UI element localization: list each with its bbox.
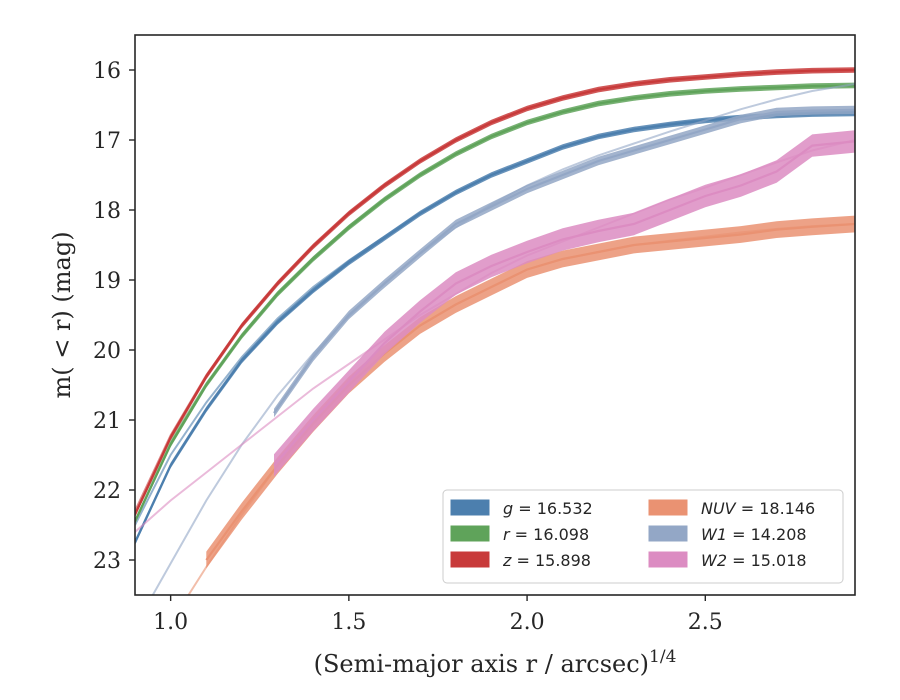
plot-frame [134, 34, 856, 596]
ticks-layer: 1.0 1.5 2.0 2.5 16 17 18 19 20 21 22 23 [93, 59, 723, 635]
series-5-band [274, 130, 855, 477]
y-axis-label: m( < r) (mag) [48, 231, 76, 398]
legend-swatch-5 [648, 551, 688, 568]
series-1-line [135, 84, 855, 522]
y-tick-label-1: 17 [93, 129, 121, 154]
y-tick-label-3: 19 [93, 269, 121, 294]
y-tick-label-6: 22 [93, 479, 121, 504]
y-tick-label-2: 18 [93, 199, 121, 224]
legend-label-5: W2 = 15.018 [701, 551, 807, 570]
legend-swatch-1 [450, 525, 490, 542]
legend: g = 16.532 r = 16.098 z = 15.898 NUV = 18.1… [442, 489, 844, 584]
series-2 [135, 67, 855, 518]
x-tick-label-2: 2.0 [510, 610, 545, 635]
series-1 [135, 82, 855, 525]
series-4-line [273, 108, 855, 414]
legend-swatch-0 [450, 499, 490, 516]
y-tick-label-4: 20 [93, 339, 121, 364]
legend-label-4: W1 = 14.208 [701, 525, 807, 544]
x-tick-label-0: 1.0 [153, 610, 188, 635]
y-tick-label-0: 16 [93, 59, 121, 84]
legend-box [442, 489, 844, 584]
data-layer [135, 67, 855, 595]
legend-swatch-3 [648, 499, 688, 516]
series-4 [151, 83, 855, 595]
y-tick-label-7: 23 [93, 549, 121, 574]
series-5-line [273, 140, 855, 467]
legend-label-3: NUV = 18.146 [701, 499, 815, 518]
x-axis-label-main: (Semi-major axis r / arcsec) [314, 650, 649, 678]
x-axis-label: (Semi-major axis r / arcsec)1/4 [314, 647, 677, 678]
y-tick-label-5: 21 [93, 409, 121, 434]
legend-label-1: r = 16.098 [503, 525, 589, 544]
x-axis-label-sup: 1/4 [649, 647, 676, 667]
legend-swatch-4 [648, 525, 688, 542]
series-2-line [135, 68, 855, 515]
x-tick-label-3: 2.5 [688, 610, 723, 635]
legend-label-2: z = 15.898 [502, 551, 591, 570]
legend-swatch-2 [450, 551, 490, 568]
x-tick-label-1: 1.5 [331, 610, 366, 635]
legend-label-0: g = 16.532 [503, 499, 593, 518]
series-5 [135, 130, 855, 533]
